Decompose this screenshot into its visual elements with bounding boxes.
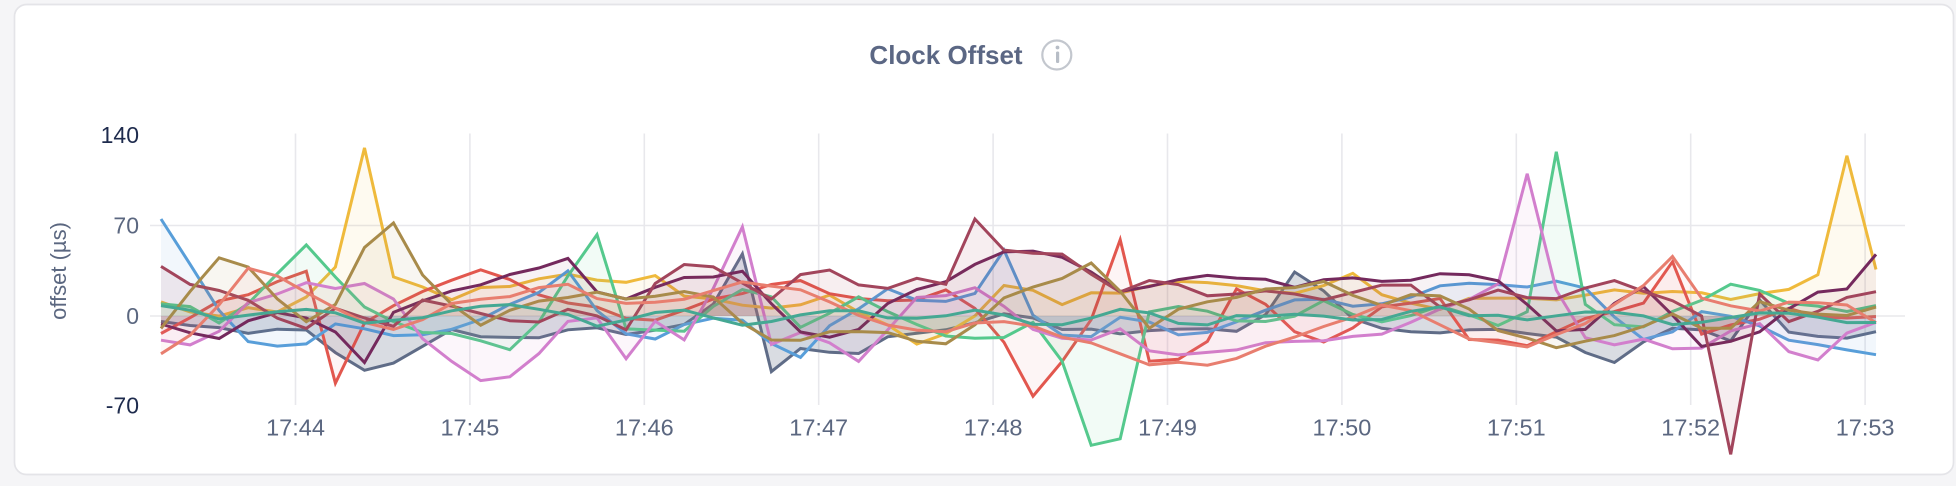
svg-text:17:53: 17:53 <box>1836 415 1895 441</box>
svg-text:17:49: 17:49 <box>1138 415 1197 441</box>
svg-text:140: 140 <box>101 122 139 148</box>
svg-text:Clock Offset: Clock Offset <box>869 40 1022 70</box>
svg-text:offset (µs): offset (µs) <box>46 222 71 320</box>
svg-text:17:44: 17:44 <box>266 415 325 441</box>
svg-text:17:48: 17:48 <box>964 415 1023 441</box>
svg-text:17:50: 17:50 <box>1312 415 1371 441</box>
svg-text:17:47: 17:47 <box>789 415 848 441</box>
svg-text:17:51: 17:51 <box>1487 415 1546 441</box>
svg-text:0: 0 <box>126 303 139 329</box>
svg-text:17:46: 17:46 <box>615 415 674 441</box>
svg-text:-70: -70 <box>106 393 139 419</box>
svg-text:70: 70 <box>113 213 139 239</box>
svg-text:17:52: 17:52 <box>1661 415 1720 441</box>
svg-text:17:45: 17:45 <box>440 415 499 441</box>
